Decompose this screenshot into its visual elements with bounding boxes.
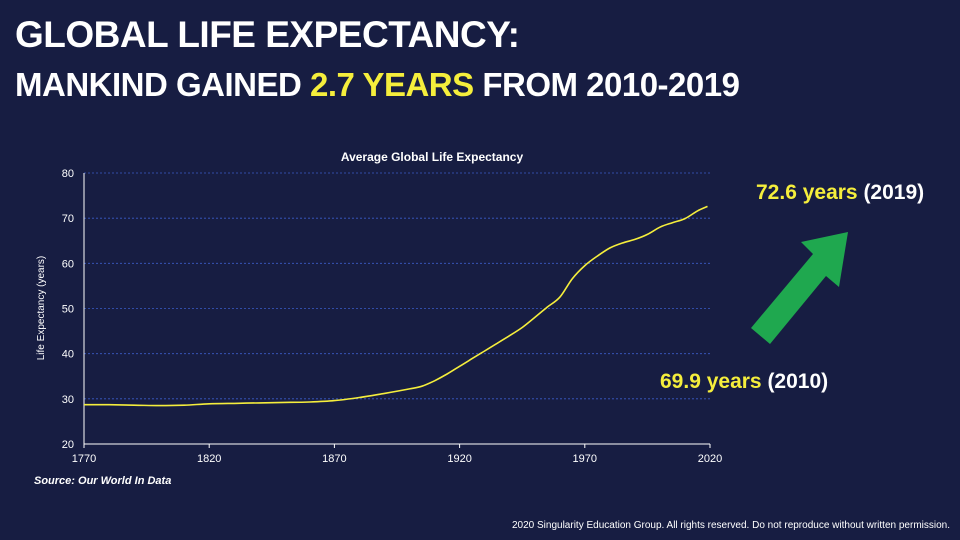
trend-up-arrow-icon bbox=[751, 232, 848, 344]
callout-2019: 72.6 years (2019) bbox=[756, 181, 924, 205]
x-tick-label-2020: 2020 bbox=[698, 453, 722, 465]
y-tick-label-60: 60 bbox=[62, 258, 74, 270]
copyright-notice: 2020 Singularity Education Group. All ri… bbox=[511, 520, 950, 531]
source-note: Source: Our World In Data bbox=[34, 475, 172, 487]
series-line-life-expectancy bbox=[83, 205, 708, 407]
y-tick-label-50: 50 bbox=[62, 304, 74, 316]
chart-title: Average Global Life Expectancy bbox=[341, 150, 524, 164]
headline-prefix: MANKIND GAINED bbox=[15, 66, 310, 103]
x-tick-label-1820: 1820 bbox=[197, 453, 221, 465]
y-tick-label-40: 40 bbox=[62, 349, 74, 361]
headline-highlight: 2.7 YEARS bbox=[310, 66, 474, 103]
y-tick-label-70: 70 bbox=[62, 213, 74, 225]
headline-suffix: FROM 2010-2019 bbox=[473, 66, 740, 103]
y-tick-label-20: 20 bbox=[62, 439, 74, 451]
headline-line1: GLOBAL LIFE EXPECTANCY: bbox=[15, 14, 520, 55]
y-tick-label-80: 80 bbox=[62, 168, 74, 180]
callout-2019-value: 72.6 years bbox=[756, 181, 858, 204]
callout-2010-value: 69.9 years bbox=[660, 370, 762, 393]
callout-2010-year: (2010) bbox=[761, 370, 829, 393]
callout-2019-year: (2019) bbox=[857, 181, 925, 204]
headline-line2: MANKIND GAINED 2.7 YEARS FROM 2010-2019 bbox=[15, 66, 740, 104]
x-tick-label-1770: 1770 bbox=[72, 453, 96, 465]
x-tick-label-1970: 1970 bbox=[573, 453, 597, 465]
y-tick-label-30: 30 bbox=[62, 394, 74, 406]
y-axis-label: Life Expectancy (years) bbox=[36, 256, 47, 361]
x-tick-label-1870: 1870 bbox=[322, 453, 346, 465]
x-tick-label-1920: 1920 bbox=[447, 453, 471, 465]
callout-2010: 69.9 years (2010) bbox=[660, 370, 828, 394]
